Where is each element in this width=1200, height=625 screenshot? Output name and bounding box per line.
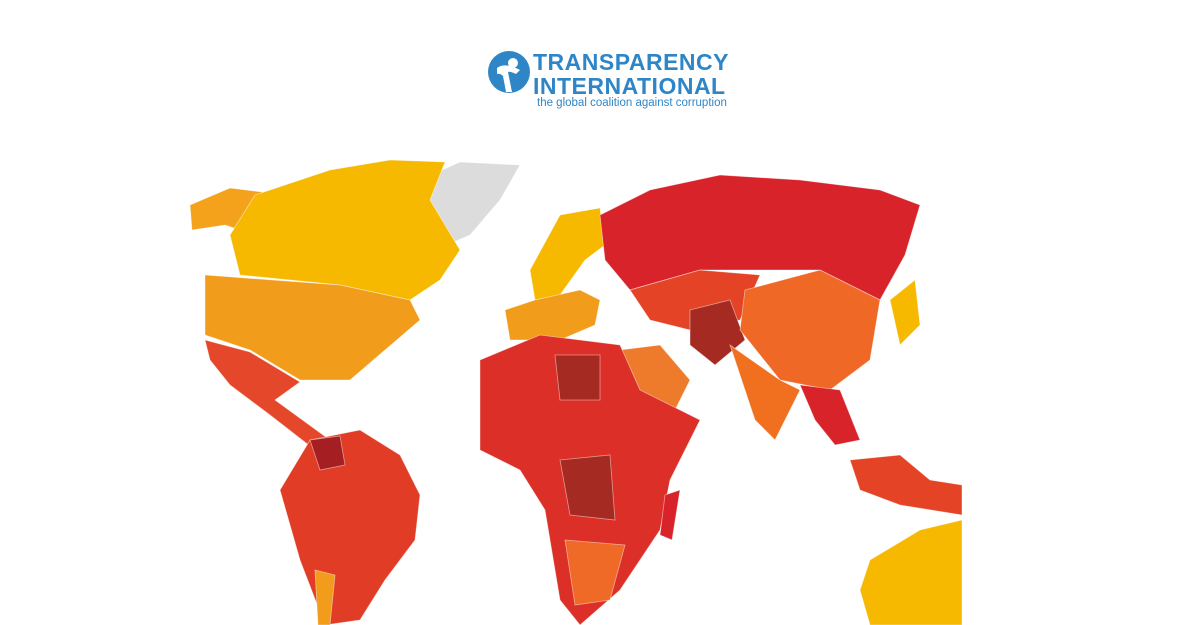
country xyxy=(504,289,601,341)
country xyxy=(859,519,963,625)
country xyxy=(204,274,421,381)
logo-figure xyxy=(497,65,520,92)
country xyxy=(529,207,606,301)
logo: TRANSPARENCY INTERNATIONAL the global co… xyxy=(488,49,729,109)
country xyxy=(599,174,921,301)
world-map xyxy=(189,159,963,625)
country xyxy=(799,384,861,446)
country xyxy=(889,279,921,346)
country xyxy=(279,429,421,625)
country xyxy=(849,454,963,516)
country xyxy=(564,539,626,606)
logo-name: TRANSPARENCY xyxy=(533,49,729,75)
logo-figure-head xyxy=(508,58,518,68)
country xyxy=(659,489,681,541)
country xyxy=(229,159,461,301)
logo-name: INTERNATIONAL xyxy=(533,73,726,99)
country xyxy=(554,354,601,401)
country xyxy=(729,343,801,441)
country xyxy=(309,435,346,471)
country xyxy=(739,269,881,391)
logo-icon xyxy=(488,51,530,93)
country xyxy=(314,569,336,625)
country xyxy=(559,454,616,521)
logo-tagline: the global coalition against corruption xyxy=(537,97,727,109)
